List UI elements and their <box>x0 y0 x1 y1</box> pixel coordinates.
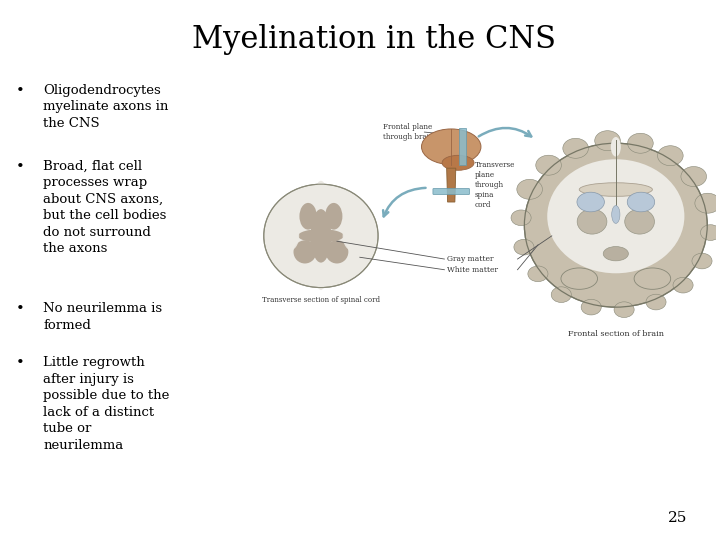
Text: 25: 25 <box>668 511 688 525</box>
Ellipse shape <box>612 206 620 224</box>
Ellipse shape <box>524 143 707 307</box>
Circle shape <box>673 278 693 293</box>
Ellipse shape <box>547 159 685 273</box>
Ellipse shape <box>421 129 481 165</box>
Text: Gray matter: Gray matter <box>446 255 493 263</box>
Ellipse shape <box>611 137 621 157</box>
Circle shape <box>701 225 720 240</box>
FancyBboxPatch shape <box>433 188 469 194</box>
Ellipse shape <box>579 183 652 197</box>
Circle shape <box>528 266 548 282</box>
Text: White matter: White matter <box>446 266 498 274</box>
Ellipse shape <box>343 221 363 251</box>
Circle shape <box>552 287 572 302</box>
Ellipse shape <box>298 229 343 242</box>
Circle shape <box>514 239 534 255</box>
Ellipse shape <box>442 156 474 170</box>
Circle shape <box>681 166 706 186</box>
Text: Broad, flat cell
processes wrap
about CNS axons,
but the cell bodies
do not surr: Broad, flat cell processes wrap about CN… <box>43 160 166 255</box>
Ellipse shape <box>317 181 325 193</box>
Text: Myelination in the CNS: Myelination in the CNS <box>192 24 557 55</box>
Text: Transverse section of spinal cord: Transverse section of spinal cord <box>262 296 380 305</box>
Text: •: • <box>16 160 24 174</box>
Circle shape <box>581 299 601 315</box>
Ellipse shape <box>577 209 607 234</box>
Ellipse shape <box>634 268 671 289</box>
Text: Oligodendrocytes
myelinate axons in
the CNS: Oligodendrocytes myelinate axons in the … <box>43 84 168 130</box>
Circle shape <box>646 294 666 310</box>
Text: Transverse
plane
through
spina
cord: Transverse plane through spina cord <box>475 161 516 208</box>
Ellipse shape <box>325 203 343 230</box>
Circle shape <box>614 302 634 318</box>
Circle shape <box>595 131 621 151</box>
Text: Frontal plane
through brain: Frontal plane through brain <box>382 123 433 141</box>
Text: •: • <box>16 84 24 98</box>
Circle shape <box>692 253 712 269</box>
Ellipse shape <box>294 240 316 264</box>
Circle shape <box>628 133 653 153</box>
Circle shape <box>511 210 531 226</box>
Circle shape <box>536 155 562 175</box>
Text: •: • <box>16 302 24 316</box>
Circle shape <box>695 193 720 213</box>
Text: Frontal section of brain: Frontal section of brain <box>568 330 664 339</box>
Ellipse shape <box>310 209 331 262</box>
Bar <box>459 128 466 165</box>
Text: Little regrowth
after injury is
possible due to the
lack of a distinct
tube or
n: Little regrowth after injury is possible… <box>43 356 170 452</box>
Polygon shape <box>446 168 456 202</box>
Ellipse shape <box>325 240 348 264</box>
Ellipse shape <box>318 279 324 290</box>
Ellipse shape <box>603 247 629 261</box>
Text: No neurilemma is
formed: No neurilemma is formed <box>43 302 162 332</box>
Ellipse shape <box>264 184 378 287</box>
Ellipse shape <box>279 221 300 251</box>
Ellipse shape <box>627 192 654 212</box>
Text: •: • <box>16 356 24 370</box>
Circle shape <box>517 179 542 199</box>
Ellipse shape <box>300 203 317 230</box>
Circle shape <box>563 138 588 158</box>
Ellipse shape <box>561 268 598 289</box>
Ellipse shape <box>625 209 654 234</box>
Ellipse shape <box>577 192 604 212</box>
Circle shape <box>657 146 683 166</box>
